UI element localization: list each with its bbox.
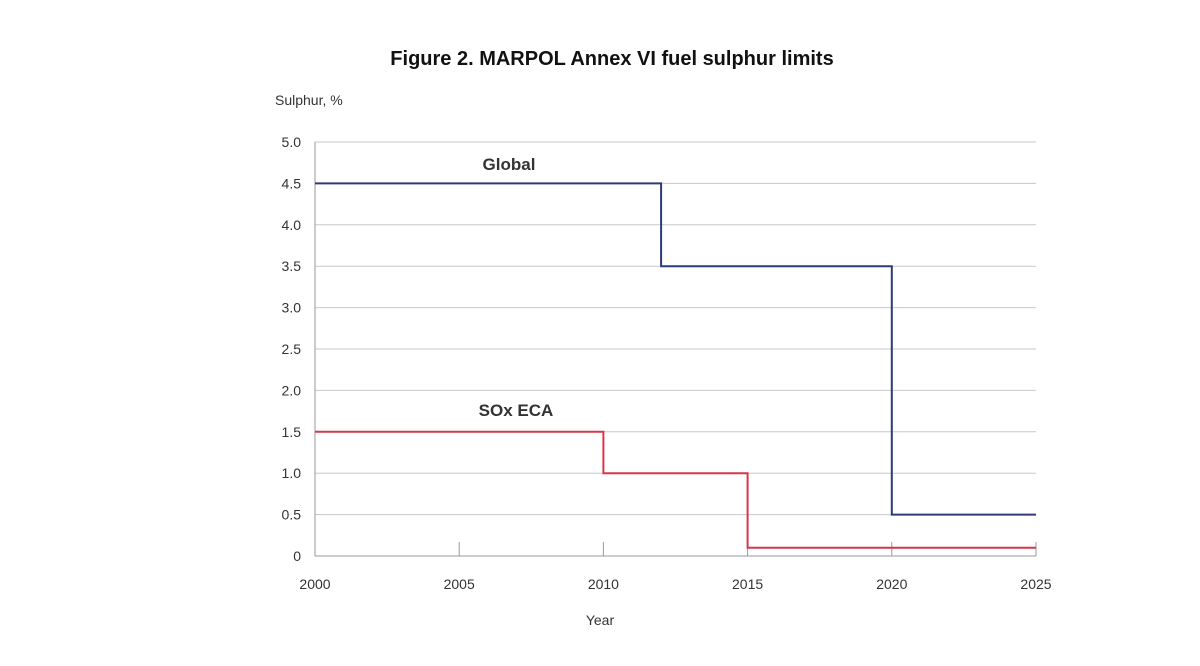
gridlines [315,141,1036,516]
y-tick-label: 4.0 [282,217,302,233]
y-tick-label: 3.0 [282,300,302,316]
y-axis-label: Sulphur, % [275,92,343,108]
series-labels: Global SOx ECA [479,155,554,420]
chart-title: Figure 2. MARPOL Annex VI fuel sulphur l… [390,48,833,70]
y-tick-label: 0.5 [282,507,302,523]
y-tick-label: 1.0 [282,465,302,481]
y-tick-label: 5.0 [282,134,302,150]
axes: 0 0.5 1.0 1.5 2.0 2.5 3.0 3.5 4.0 4.5 5.0 2000 2005 2… [282,134,1052,592]
series-line-sox-eca [315,430,1036,549]
x-axis-label: Year [586,612,615,628]
series-label-global: Global [483,155,536,174]
x-tick-label: 2000 [299,576,330,592]
y-tick-label: 2.5 [282,341,302,357]
x-tick-label: 2015 [732,576,763,592]
x-tick-label: 2025 [1020,576,1051,592]
y-tick-label: 3.5 [282,258,302,274]
series-lines [315,182,1036,549]
series-line-global [315,182,1036,516]
series-label-sox-eca: SOx ECA [479,401,554,420]
x-tick-label: 2010 [588,576,619,592]
y-tick-label: 2.0 [282,382,302,398]
y-tick-label: 1.5 [282,424,302,440]
x-tick-label: 2020 [876,576,907,592]
y-tick-label: 4.5 [282,175,302,191]
x-tick-label: 2005 [444,576,475,592]
y-tick-label: 0 [293,548,301,564]
